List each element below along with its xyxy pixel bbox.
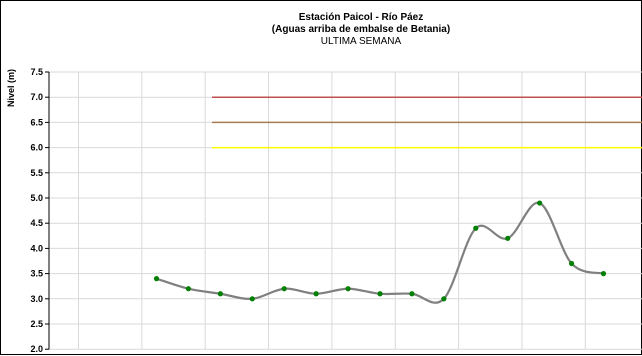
data-point xyxy=(249,296,255,302)
y-tick-label: 3.0 xyxy=(30,294,43,304)
y-tick-label: 6.0 xyxy=(30,143,43,153)
data-point xyxy=(441,296,447,302)
axis-layer: 2.0 2.5 3.0 3.5 4.0 4.5 5.0 5.5 6.0 6.5 7.0 7.5 xyxy=(30,67,50,354)
y-axis-title: Nivel (m) xyxy=(6,69,16,107)
threshold-layer xyxy=(212,96,642,149)
y-tick-label: 5.0 xyxy=(30,193,43,203)
data-point xyxy=(185,286,192,292)
chart-title-line2: (Aguas arriba de embalse de Betania) xyxy=(272,24,450,35)
data-point xyxy=(377,291,383,297)
chart-title: Estación Paicol - Río Páez xyxy=(299,12,423,23)
grid-layer xyxy=(49,71,642,350)
data-point xyxy=(537,200,543,206)
y-tick-label: 4.5 xyxy=(30,218,43,228)
data-point xyxy=(217,291,223,297)
data-point xyxy=(345,286,351,292)
data-point xyxy=(409,291,415,297)
marker-layer xyxy=(153,200,607,302)
y-tick-label: 6.5 xyxy=(30,117,43,127)
data-point xyxy=(505,235,511,241)
y-tick-label: 2.0 xyxy=(30,344,43,354)
y-tick-label: 5.5 xyxy=(30,168,43,178)
y-tick-label: 4.0 xyxy=(30,243,43,253)
data-point xyxy=(473,225,479,231)
data-point xyxy=(281,286,287,292)
chart-subtitle: ULTIMA SEMANA xyxy=(321,36,402,47)
data-point xyxy=(568,260,575,267)
y-tick-label: 2.5 xyxy=(30,319,43,329)
y-tick-label: 3.5 xyxy=(30,269,43,279)
series-line xyxy=(156,201,604,304)
data-point xyxy=(600,271,607,277)
y-tick-label: 7.5 xyxy=(30,67,43,77)
data-point xyxy=(313,291,319,297)
y-tick-label: 7.0 xyxy=(30,92,43,102)
series-layer xyxy=(156,201,604,304)
data-point xyxy=(153,276,160,282)
